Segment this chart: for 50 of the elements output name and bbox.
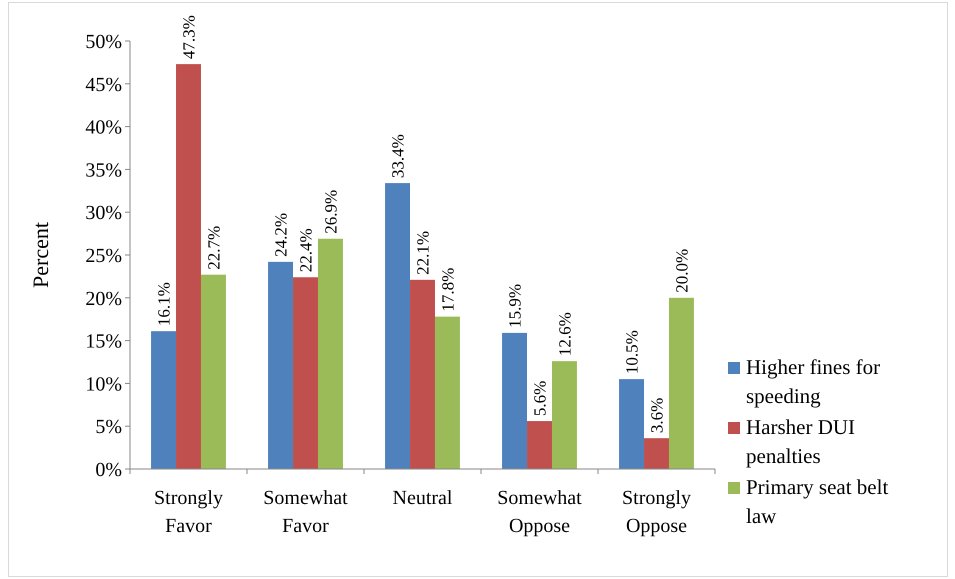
data-label: 16.1% xyxy=(154,282,174,326)
x-tick-label: Strongly Oppose xyxy=(622,487,691,537)
data-label: 22.4% xyxy=(296,228,316,272)
data-label: 33.4% xyxy=(388,134,408,178)
bar xyxy=(434,316,460,469)
y-tick-label: 30% xyxy=(85,202,122,224)
x-tick-label: Neutral xyxy=(392,487,453,509)
data-label: 15.9% xyxy=(506,284,525,328)
bar xyxy=(410,280,435,469)
x-tick-label: Strongly Favor xyxy=(154,487,223,537)
bar xyxy=(293,277,318,469)
y-tick-label: 15% xyxy=(85,330,122,353)
data-label: 20.0% xyxy=(672,248,692,293)
bar xyxy=(644,438,669,469)
y-tick-label: 0% xyxy=(95,459,122,481)
y-tick-label: 35% xyxy=(85,159,122,182)
data-label: 22.7% xyxy=(204,226,224,270)
data-label: 22.1% xyxy=(414,230,432,275)
data-label: 3.6% xyxy=(648,398,666,434)
x-tick-label: Somewhat Oppose xyxy=(497,487,582,537)
data-label: 24.2% xyxy=(272,212,291,257)
y-tick-label: 10% xyxy=(85,373,122,396)
bar xyxy=(318,238,343,469)
data-label: 17.8% xyxy=(438,268,458,312)
bar xyxy=(385,183,410,469)
data-label: 47.3% xyxy=(180,15,198,60)
bar xyxy=(268,262,294,469)
legend-label: Harsher DUI penalties xyxy=(746,415,856,468)
data-label: 26.9% xyxy=(321,190,340,234)
data-label: 12.6% xyxy=(555,312,574,356)
x-tick-label: Somewhat Favor xyxy=(263,487,348,537)
bar xyxy=(552,361,577,469)
data-label: 10.5% xyxy=(622,330,642,374)
bar xyxy=(668,298,694,469)
legend-label: Higher fines for speeding xyxy=(746,355,880,408)
bar xyxy=(619,379,644,469)
data-label: 5.6% xyxy=(530,380,550,416)
bar xyxy=(200,274,226,469)
y-tick-label: 45% xyxy=(85,74,122,96)
y-tick-label: 5% xyxy=(95,416,122,438)
y-tick-label: 40% xyxy=(85,116,122,139)
bar xyxy=(527,421,552,469)
y-tick-label: 20% xyxy=(85,288,122,310)
bar xyxy=(151,331,176,469)
legend-label: Primary seat belt law xyxy=(746,475,888,528)
bar xyxy=(176,64,201,469)
y-axis-title: Percent xyxy=(28,222,53,288)
y-tick-label: 25% xyxy=(85,245,122,267)
bar xyxy=(502,332,528,469)
y-tick-label: 50% xyxy=(85,31,122,53)
